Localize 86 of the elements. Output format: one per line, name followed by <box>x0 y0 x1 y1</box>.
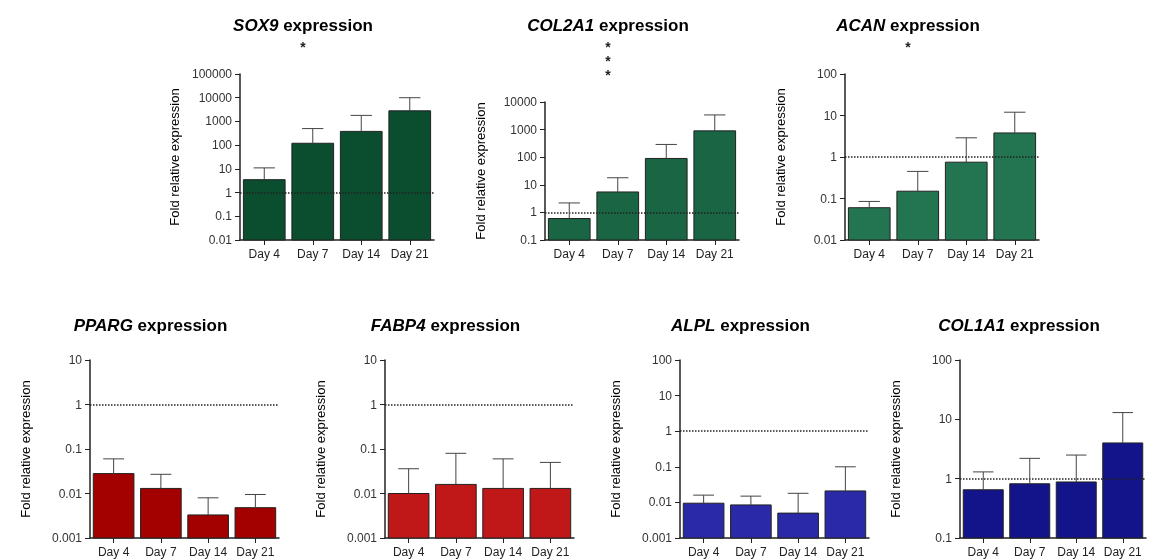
y-axis-title: Fold relative expression <box>888 380 903 518</box>
y-axis-title: Fold relative expression <box>773 88 788 226</box>
y-tick-label: 1 <box>945 471 953 486</box>
y-tick-label: 10 <box>658 388 673 403</box>
y-tick-label: 1 <box>370 397 378 412</box>
y-tick-label: 100 <box>651 353 673 367</box>
x-tick-label: Day 21 <box>390 247 430 261</box>
x-tick-label: Day 7 <box>902 247 934 261</box>
text: * <box>605 39 612 55</box>
text: * <box>605 53 612 69</box>
y-tick-label: 0.01 <box>648 495 673 510</box>
y-tick-label: 0.1 <box>360 442 378 456</box>
x-tick-label: Day 21 <box>531 545 570 559</box>
x-tick-label: Day 21 <box>1103 545 1143 559</box>
y-tick-label: 0.1 <box>520 233 538 247</box>
x-tick-label: Day 14 <box>947 247 986 261</box>
x-tick-label: Day 4 <box>97 545 130 559</box>
x-tick-label: Day 14 <box>647 247 686 261</box>
y-tick-label: 1000 <box>205 114 233 129</box>
y-tick-label: 1 <box>75 397 83 412</box>
x-tick-label: Day 4 <box>553 247 586 261</box>
chart-title: SOX9 expression <box>233 16 373 35</box>
y-tick-label: 1 <box>665 424 673 439</box>
y-axis-title: Fold relative expression <box>608 380 623 518</box>
y-tick-label: 0.01 <box>208 233 233 247</box>
y-tick-label: 100000 <box>191 67 233 81</box>
y-tick-label: 100 <box>516 150 538 165</box>
x-tick-label: Day 7 <box>602 247 634 261</box>
chart-title: ALPL expression <box>670 316 810 335</box>
x-tick-label: Day 4 <box>687 545 720 559</box>
y-tick-label: 0.01 <box>813 233 838 247</box>
y-tick-label: 0.001 <box>51 531 83 545</box>
x-tick-label: Day 4 <box>248 247 281 261</box>
y-tick-label: 0.1 <box>820 191 838 206</box>
chart-title: FABP4 expression <box>370 316 521 335</box>
x-tick-label: Day 14 <box>342 247 381 261</box>
y-tick-label: 0.01 <box>353 486 378 501</box>
y-tick-label: 100 <box>211 138 233 153</box>
text: * <box>605 67 612 83</box>
y-tick-label: 0.1 <box>65 442 83 456</box>
y-tick-label: 10 <box>363 353 378 367</box>
x-tick-label: Day 14 <box>1057 545 1096 559</box>
x-tick-label: Day 7 <box>145 545 177 559</box>
y-tick-label: 10000 <box>198 90 233 105</box>
y-axis-title: Fold relative expression <box>473 102 488 240</box>
y-tick-label: 1000 <box>510 122 538 137</box>
y-tick-label: 10 <box>218 161 233 176</box>
y-tick-label: 10 <box>938 412 953 427</box>
y-tick-label: 10 <box>823 108 838 123</box>
x-tick-label: Day 7 <box>1014 545 1046 559</box>
x-tick-label: Day 7 <box>440 545 472 559</box>
chart-title: COL1A1 expression <box>938 316 1100 335</box>
x-tick-label: Day 14 <box>189 545 228 559</box>
y-tick-label: 1 <box>530 205 538 220</box>
y-axis-title: Fold relative expression <box>18 380 33 518</box>
y-tick-label: 100 <box>816 67 838 81</box>
x-tick-label: Day 4 <box>853 247 886 261</box>
x-tick-label: Day 7 <box>735 545 767 559</box>
x-tick-label: Day 14 <box>484 545 523 559</box>
y-tick-label: 10 <box>523 177 538 192</box>
y-tick-label: 0.1 <box>655 459 673 474</box>
x-tick-label: Day 21 <box>826 545 865 559</box>
x-tick-label: Day 4 <box>392 545 425 559</box>
y-tick-label: 0.01 <box>58 486 83 501</box>
x-tick-label: Day 21 <box>695 247 735 261</box>
x-tick-label: Day 21 <box>995 247 1035 261</box>
chart-title: PPARG expression <box>73 316 228 335</box>
y-tick-label: 0.1 <box>215 209 233 224</box>
x-tick-label: Day 7 <box>297 247 329 261</box>
y-axis-title: Fold relative expression <box>313 380 328 518</box>
x-tick-label: Day 4 <box>967 545 1000 559</box>
y-tick-label: 10000 <box>503 95 538 109</box>
y-axis-title: Fold relative expression <box>167 88 183 226</box>
x-tick-label: Day 21 <box>236 545 275 559</box>
chart-title: ACAN expression <box>835 16 980 35</box>
y-tick-label: 1 <box>225 185 233 200</box>
y-tick-label: 0.001 <box>346 531 378 545</box>
x-tick-label: Day 14 <box>779 545 818 559</box>
y-tick-label: 1 <box>830 150 838 164</box>
y-tick-label: 10 <box>68 353 83 367</box>
y-tick-label: 0.1 <box>935 531 953 545</box>
y-tick-label: 0.001 <box>641 531 673 545</box>
text: * <box>300 39 307 55</box>
text: * <box>905 39 912 55</box>
y-tick-label: 100 <box>931 353 953 367</box>
chart-title: COL2A1 expression <box>527 16 689 35</box>
